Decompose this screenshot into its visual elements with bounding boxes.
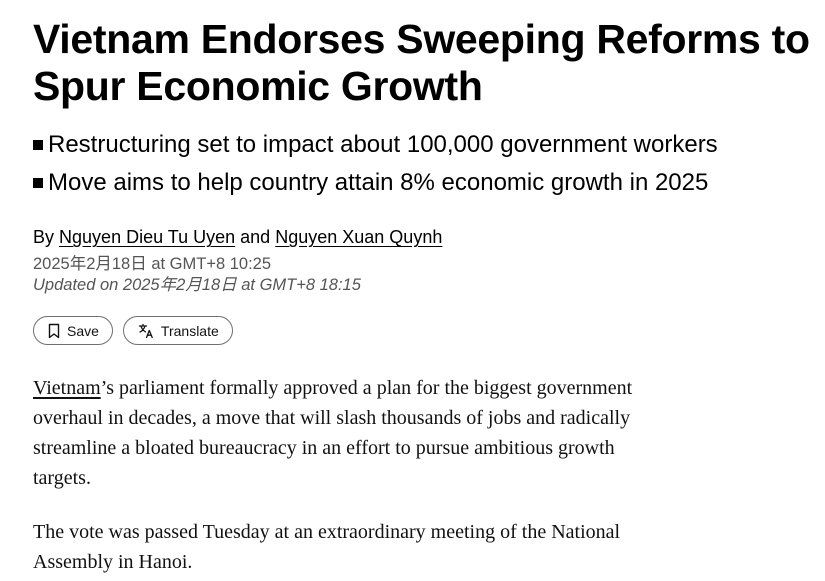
headline: Vietnam Endorses Sweeping Reforms to Spu…: [33, 16, 810, 109]
square-bullet-icon: [33, 178, 43, 188]
square-bullet-icon: [33, 140, 43, 150]
bookmark-icon: [48, 323, 60, 339]
summary-item: Restructuring set to impact about 100,00…: [33, 126, 825, 164]
translate-button[interactable]: Translate: [122, 316, 233, 345]
article-body: Vietnam’s parliament formally approved a…: [33, 373, 673, 577]
article-paragraph: The vote was passed Tuesday at an extrao…: [33, 521, 621, 573]
published-timestamp: 2025年2月18日 at GMT+8 10:25: [33, 255, 272, 273]
save-label: Save: [67, 322, 99, 339]
translate-icon: [138, 323, 154, 339]
article-paragraph: Vietnam’s parliament formally approved a…: [33, 373, 673, 493]
updated-timestamp: Updated on 2025年2月18日 at GMT+8 18:15: [33, 276, 361, 294]
summary-item-text: Restructuring set to impact about 100,00…: [48, 131, 718, 158]
summary-item: Move aims to help country attain 8% econ…: [33, 164, 825, 202]
byline-connector: and: [240, 227, 271, 247]
paragraph-text: ’s parliament formally approved a plan f…: [33, 377, 633, 489]
byline: By Nguyen Dieu Tu Uyen and Nguyen Xuan Q…: [33, 224, 825, 250]
summary-item-text: Move aims to help country attain 8% econ…: [48, 169, 709, 196]
article-actions: Save Translate: [33, 316, 825, 345]
author-link-2[interactable]: Nguyen Xuan Quynh: [275, 227, 443, 247]
save-button[interactable]: Save: [33, 316, 113, 345]
summary-list: Restructuring set to impact about 100,00…: [33, 126, 825, 202]
author-link-1[interactable]: Nguyen Dieu Tu Uyen: [59, 227, 236, 247]
timestamps: 2025年2月18日 at GMT+8 10:25 Updated on 202…: [33, 254, 825, 296]
byline-prefix: By: [33, 227, 55, 247]
translate-label: Translate: [160, 322, 219, 339]
vietnam-link[interactable]: Vietnam: [33, 377, 101, 399]
